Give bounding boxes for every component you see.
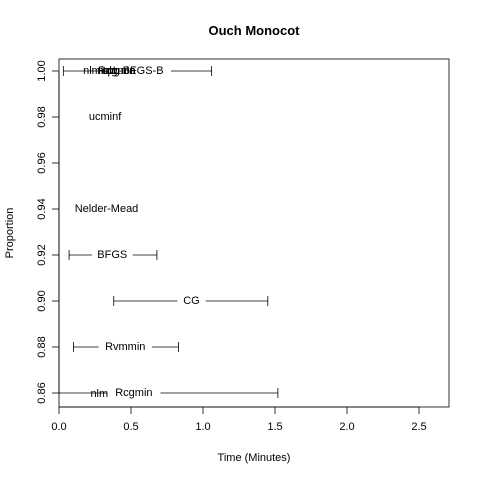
y-tick-label: 0.90 <box>36 290 48 311</box>
data-series: Rcgmin nlm Rvmmin CG BFGS Nelder-Mead ucminf L-… <box>59 65 279 400</box>
point-label: newuoa <box>97 65 136 77</box>
x-axis-label: Time (Minutes) <box>218 452 291 464</box>
point-label: nlminb <box>83 65 115 77</box>
point-label: Rcgmin <box>98 65 135 77</box>
x-tick-label: 0.5 <box>123 421 138 433</box>
x-tick-label: 1.0 <box>195 421 210 433</box>
y-axis-ticks: 0.86 0.88 0.90 0.92 0.94 0.96 0.98 1.00 <box>36 60 59 404</box>
x-tick-label: 1.5 <box>267 421 282 433</box>
y-tick-label: 0.88 <box>36 336 48 357</box>
x-tick-label: 2.0 <box>339 421 354 433</box>
y-tick-label: 0.96 <box>36 152 48 173</box>
y-tick-label: 1.00 <box>36 60 48 81</box>
point-label: Rcgmin <box>115 387 152 399</box>
x-tick-label: 0.0 <box>51 421 66 433</box>
point-label: BFGS <box>97 249 127 261</box>
x-tick-label: 2.5 <box>411 421 426 433</box>
y-axis-label: Proportion <box>4 208 16 259</box>
point-label: Rvmmin <box>105 341 145 353</box>
point-label: L-BFGS-B <box>113 65 164 77</box>
x-axis-ticks: 0.0 0.5 1.0 1.5 2.0 2.5 <box>51 407 427 433</box>
point-label: ucminf <box>89 111 122 123</box>
point-label: spg <box>102 65 120 77</box>
y-tick-label: 0.92 <box>36 244 48 265</box>
point-label: CG <box>183 295 200 307</box>
point-label: nlm <box>90 388 108 400</box>
y-tick-label: 0.86 <box>36 382 48 403</box>
point-label: Nelder-Mead <box>75 203 139 215</box>
chart-title: Ouch Monocot <box>209 23 301 38</box>
y-tick-label: 0.94 <box>36 198 48 219</box>
y-tick-label: 0.98 <box>36 106 48 127</box>
